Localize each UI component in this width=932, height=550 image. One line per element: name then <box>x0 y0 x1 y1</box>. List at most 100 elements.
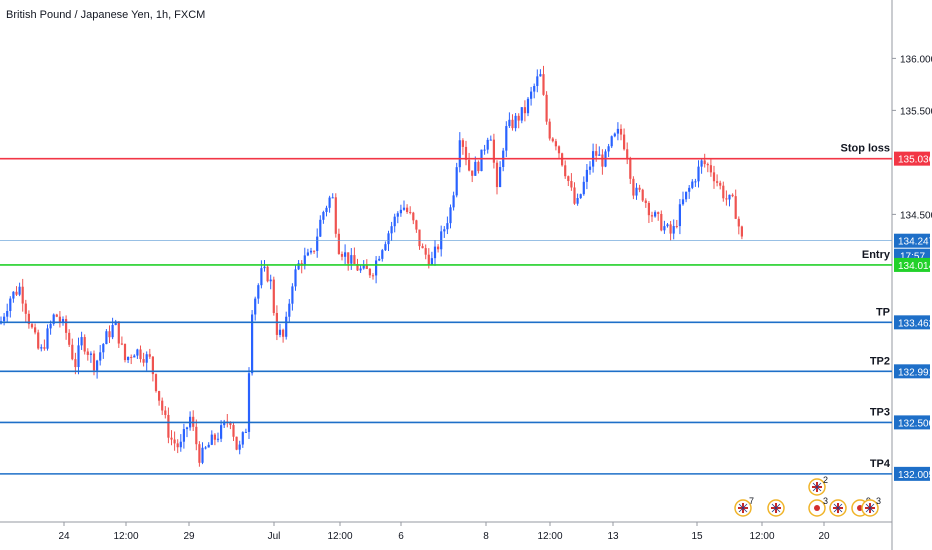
candle <box>86 348 89 361</box>
candle <box>105 329 108 345</box>
candle <box>65 315 68 340</box>
candle <box>675 219 678 229</box>
candle <box>660 210 663 232</box>
x-tick-label: 15 <box>691 531 703 542</box>
candle <box>446 216 449 235</box>
candle <box>170 430 173 446</box>
candle <box>573 182 576 205</box>
candle <box>561 152 564 167</box>
level-price-tag <box>894 151 930 166</box>
candle <box>443 226 446 238</box>
candle <box>449 204 452 229</box>
candle <box>712 165 716 189</box>
candle <box>511 114 514 131</box>
x-tick-label: 12:00 <box>113 531 138 542</box>
candle <box>396 211 399 224</box>
candle <box>0 316 3 325</box>
japan-flag-icon[interactable]: 3 <box>808 496 828 517</box>
candle <box>173 431 176 451</box>
candle <box>685 191 688 203</box>
candle <box>564 160 567 179</box>
candle <box>638 184 641 193</box>
candle <box>437 244 440 253</box>
candle <box>461 138 464 155</box>
candle <box>539 69 542 77</box>
candle <box>623 128 626 151</box>
candle <box>359 265 362 273</box>
candle <box>632 176 635 200</box>
candle <box>554 138 557 151</box>
candle <box>722 181 725 202</box>
candle <box>300 260 303 274</box>
candle <box>390 221 393 241</box>
candle <box>226 413 229 428</box>
candle <box>542 65 545 96</box>
candle <box>533 83 536 99</box>
candle <box>691 179 694 190</box>
candle <box>220 420 223 443</box>
candle <box>325 205 328 217</box>
candle <box>117 321 120 348</box>
level-name: TP4 <box>870 458 891 470</box>
level-price-tag <box>894 364 930 379</box>
candle <box>204 446 207 450</box>
candle <box>468 152 471 172</box>
y-tick-label: 136.000 <box>900 54 932 65</box>
uk-flag-icon[interactable] <box>767 499 785 517</box>
x-tick-label: 6 <box>398 531 404 542</box>
candle <box>164 406 167 419</box>
candle <box>635 183 638 200</box>
candle <box>37 329 40 350</box>
candle <box>378 255 381 262</box>
candle <box>40 344 43 352</box>
level-name: TP2 <box>870 355 890 367</box>
event-count: 3 <box>823 496 828 506</box>
event-count: 7 <box>749 496 754 506</box>
x-tick-label: 24 <box>58 531 70 542</box>
candle <box>672 219 675 240</box>
candle <box>127 356 130 364</box>
level-price-label: 132.991 <box>898 367 932 378</box>
candle <box>393 213 396 233</box>
level-price-label: 135.036 <box>898 155 932 166</box>
candle <box>734 189 737 220</box>
uk-flag-icon[interactable] <box>829 499 847 517</box>
candle <box>353 247 356 265</box>
uk-flag-icon[interactable]: 2 <box>808 475 828 496</box>
candle <box>576 193 579 206</box>
y-tick-label: 134.500 <box>900 210 932 221</box>
candle <box>161 397 164 415</box>
y-tick-label: 135.500 <box>900 106 932 117</box>
candle <box>232 421 235 441</box>
candle <box>24 299 27 322</box>
uk-flag-icon[interactable]: 7 <box>734 496 754 517</box>
candle <box>619 124 623 141</box>
uk-flag-icon[interactable]: 3 <box>861 496 881 517</box>
candle <box>182 423 185 449</box>
candle <box>688 185 691 199</box>
candle <box>616 122 619 141</box>
level-price-label: 132.005 <box>898 470 932 481</box>
candle <box>452 191 455 211</box>
level-name: Entry <box>862 249 891 261</box>
candle <box>371 273 375 280</box>
level-price-tag <box>894 466 930 481</box>
candle <box>663 220 666 234</box>
candle <box>167 407 170 444</box>
candle <box>55 313 58 318</box>
candle <box>709 159 712 177</box>
candle <box>306 248 309 257</box>
candle <box>458 132 461 173</box>
candle <box>272 276 275 316</box>
candle <box>694 178 697 187</box>
candle <box>570 173 573 191</box>
candle <box>415 219 418 233</box>
x-tick-label: 12:00 <box>327 531 352 542</box>
candle <box>666 222 669 228</box>
candle <box>424 244 427 260</box>
candle <box>654 210 657 218</box>
candle <box>145 351 148 371</box>
level-price-label: 132.500 <box>898 418 932 429</box>
candle <box>402 200 406 211</box>
